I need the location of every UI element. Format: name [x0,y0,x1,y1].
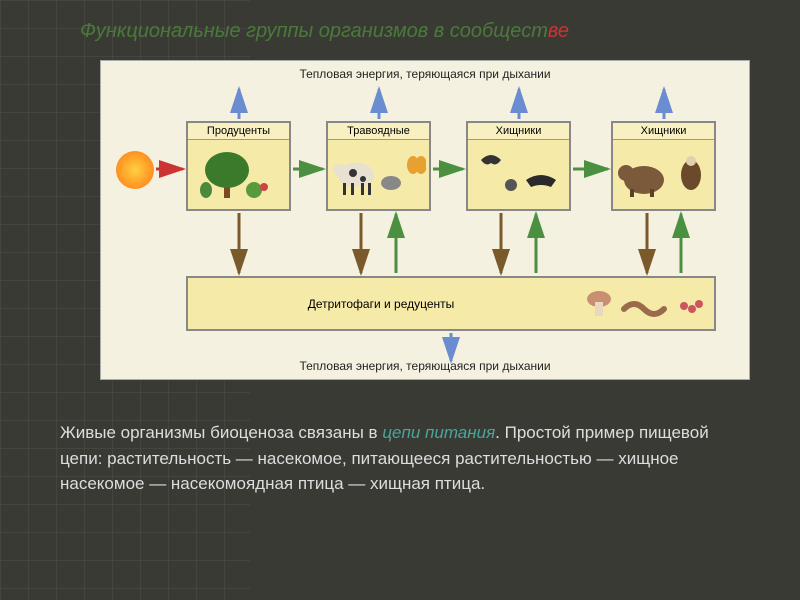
tree-icon [194,145,284,200]
sun-icon [116,151,154,189]
predators2-imgs [613,140,714,205]
herbivores-label: Травоядные [328,123,429,140]
producers-label: Продуценты [188,123,289,140]
body-t1: Живые организмы биоценоза связаны в [60,423,382,442]
bear-eagle-icon [616,145,711,200]
cow-icon [331,145,426,200]
arrows-layer [101,61,751,381]
heat-loss-top: Тепловая энергия, теряющаяся при дыхании [101,67,749,81]
diagram-panel: Тепловая энергия, теряющаяся при дыхании… [100,60,750,380]
herbivores-imgs [328,140,429,205]
mushroom-worm-icon [579,284,709,324]
producers-box: Продуценты [186,121,291,211]
body-emphasis: цепи питания [382,423,495,442]
predators1-imgs [468,140,569,205]
herbivores-box: Травоядные [326,121,431,211]
body-paragraph: Живые организмы биоценоза связаны в цепи… [60,420,740,497]
detritus-imgs [574,284,714,324]
heat-loss-bottom: Тепловая энергия, теряющаяся при дыхании [101,359,749,373]
title-red-suffix: ве [548,20,569,42]
title-main: Функциональные группы организмов в сообщ… [80,20,548,42]
bat-bird-icon [471,145,566,200]
predators1-label: Хищники [468,123,569,140]
page-title: Функциональные группы организмов в сообщ… [80,20,569,43]
predators2-box: Хищники [611,121,716,211]
predators2-label: Хищники [613,123,714,140]
detritus-box: Детритофаги и редуценты [186,276,716,331]
predators1-box: Хищники [466,121,571,211]
detritus-label: Детритофаги и редуценты [188,297,574,311]
producers-imgs [188,140,289,205]
